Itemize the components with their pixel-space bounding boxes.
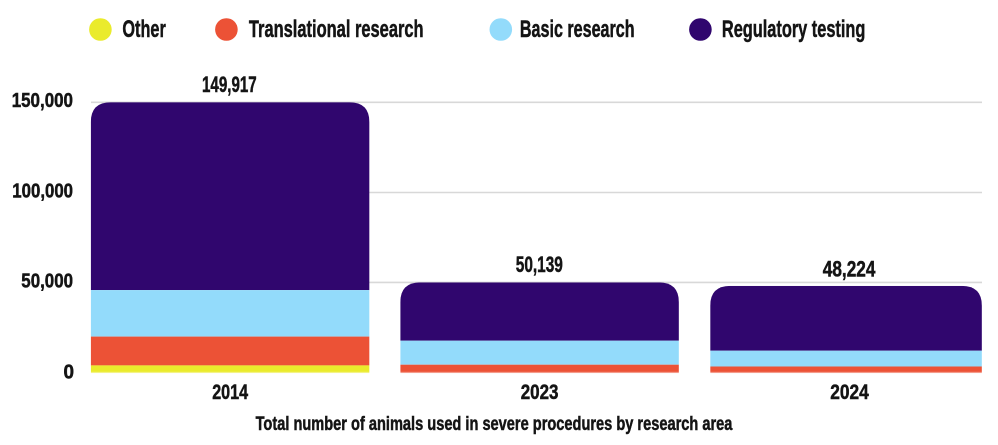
svg-text:48,224: 48,224 [823, 257, 876, 282]
svg-text:150,000: 150,000 [12, 90, 73, 112]
svg-text:Total number of animals used i: Total number of animals used in severe p… [256, 414, 733, 435]
svg-text:Regulatory testing: Regulatory testing [722, 16, 866, 43]
svg-text:Other: Other [122, 16, 165, 43]
svg-text:Translational research: Translational research [249, 16, 424, 43]
svg-text:50,000: 50,000 [21, 270, 73, 292]
svg-text:50,139: 50,139 [516, 252, 563, 277]
svg-text:2023: 2023 [521, 380, 559, 404]
svg-text:0: 0 [64, 361, 75, 383]
svg-text:Basic research: Basic research [520, 16, 635, 43]
svg-text:2024: 2024 [830, 380, 869, 404]
svg-text:2014: 2014 [212, 380, 248, 404]
svg-text:149,917: 149,917 [202, 72, 257, 97]
svg-text:100,000: 100,000 [12, 180, 73, 202]
